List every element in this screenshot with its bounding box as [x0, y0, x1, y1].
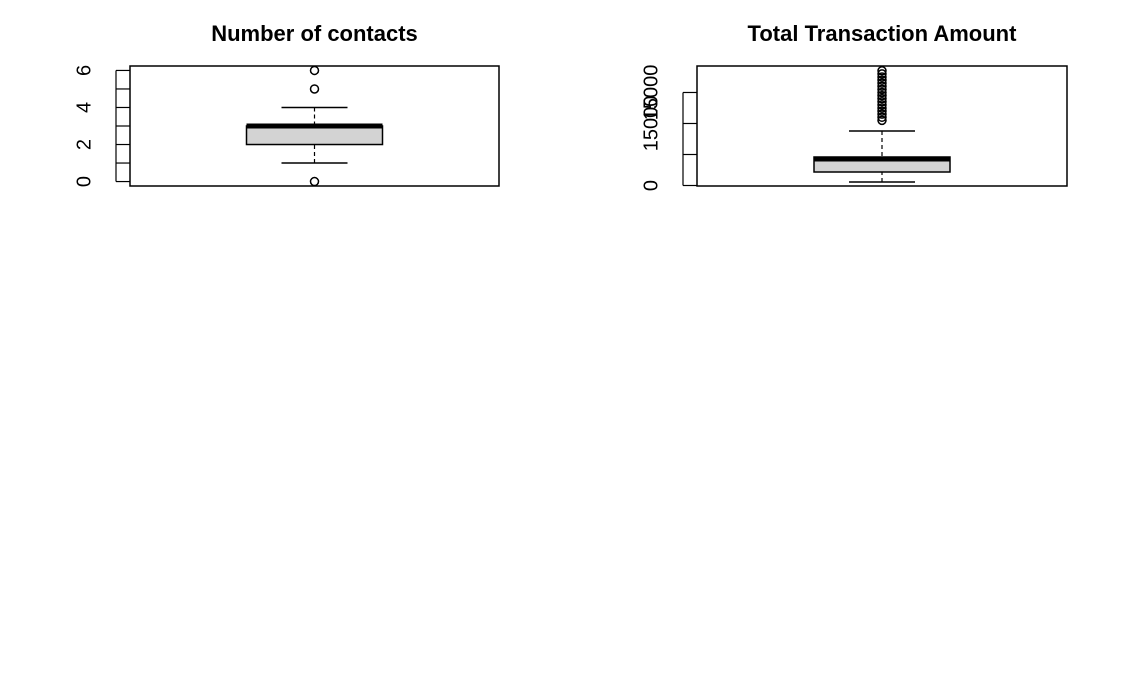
y-tick-label: 0 [640, 180, 662, 191]
y-tick-label: 2 [73, 139, 95, 150]
outlier [877, 75, 887, 85]
outlier [877, 84, 887, 95]
outlier [877, 69, 887, 79]
plot-frame [696, 65, 1068, 187]
outlier [877, 90, 887, 101]
outlier [877, 106, 887, 116]
outlier [309, 65, 320, 76]
outlier [877, 103, 887, 113]
outlier [877, 97, 887, 107]
y-tick-label: 4 [73, 102, 95, 113]
chart-title: Number of contacts [211, 21, 418, 46]
outlier [309, 84, 320, 94]
outlier [877, 72, 887, 82]
outlier [877, 93, 887, 104]
outlier [877, 109, 887, 119]
y-tick-label: 6 [73, 65, 95, 76]
y-tick-label: 15000 [640, 65, 662, 121]
y-tick-label: 0 [73, 176, 95, 187]
outlier [309, 176, 320, 187]
outlier [877, 78, 887, 88]
box [245, 125, 384, 146]
chart-title: Total Transaction Amount [748, 21, 1018, 46]
outlier [877, 66, 887, 76]
outlier [877, 100, 887, 110]
y-tick-label: 15000 [640, 96, 662, 152]
outlier [877, 112, 887, 123]
outlier [877, 81, 887, 92]
outlier [877, 115, 887, 126]
outlier [877, 87, 887, 98]
